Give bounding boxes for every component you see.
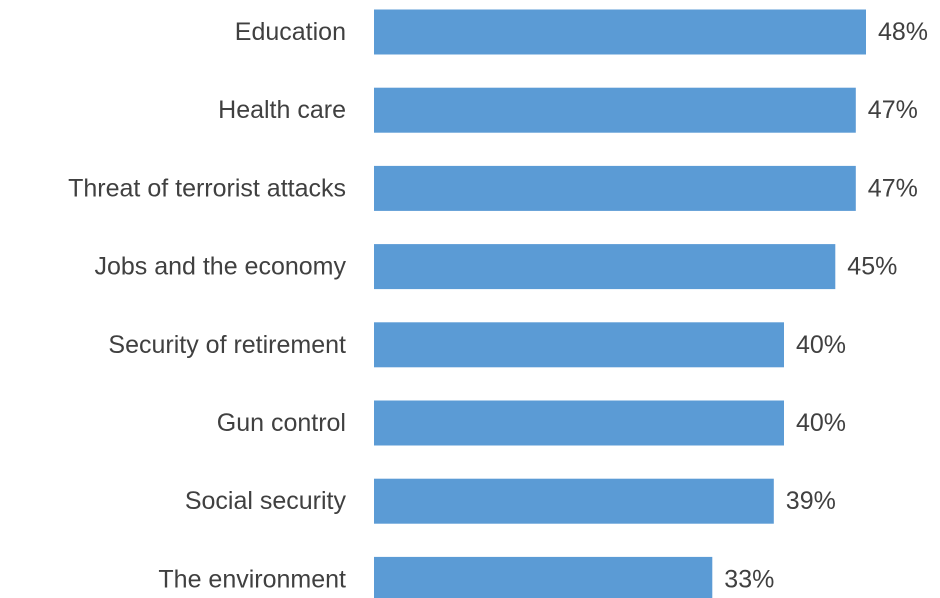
bar-1 [374, 87, 856, 133]
bar-7 [374, 556, 713, 598]
category-labels-group: Education Health care Threat of terrorist … [68, 18, 346, 593]
value-label-0: 48% [878, 18, 928, 46]
value-labels-group: 48% 47% 47% 45% 40% 40% 39% 33% [724, 18, 928, 593]
category-label-1: Health care [218, 96, 346, 124]
category-label-6: Social security [185, 487, 347, 515]
value-label-2: 47% [868, 174, 918, 202]
value-label-4: 40% [796, 331, 846, 359]
bar-6 [374, 478, 774, 524]
category-label-3: Jobs and the economy [94, 253, 346, 281]
category-label-0: Education [235, 18, 346, 46]
value-label-1: 47% [868, 96, 918, 124]
category-label-2: Threat of terrorist attacks [68, 174, 346, 202]
category-label-5: Gun control [217, 409, 346, 437]
bar-0 [374, 9, 866, 55]
category-label-4: Security of retirement [108, 331, 346, 359]
bars-group [374, 9, 866, 598]
value-label-6: 39% [786, 487, 836, 515]
bar-3 [374, 244, 836, 290]
value-label-5: 40% [796, 409, 846, 437]
value-label-7: 33% [724, 565, 774, 593]
value-label-3: 45% [847, 253, 897, 281]
category-label-7: The environment [158, 565, 346, 593]
bar-5 [374, 400, 784, 446]
bar-4 [374, 322, 784, 368]
bar-2 [374, 165, 856, 211]
